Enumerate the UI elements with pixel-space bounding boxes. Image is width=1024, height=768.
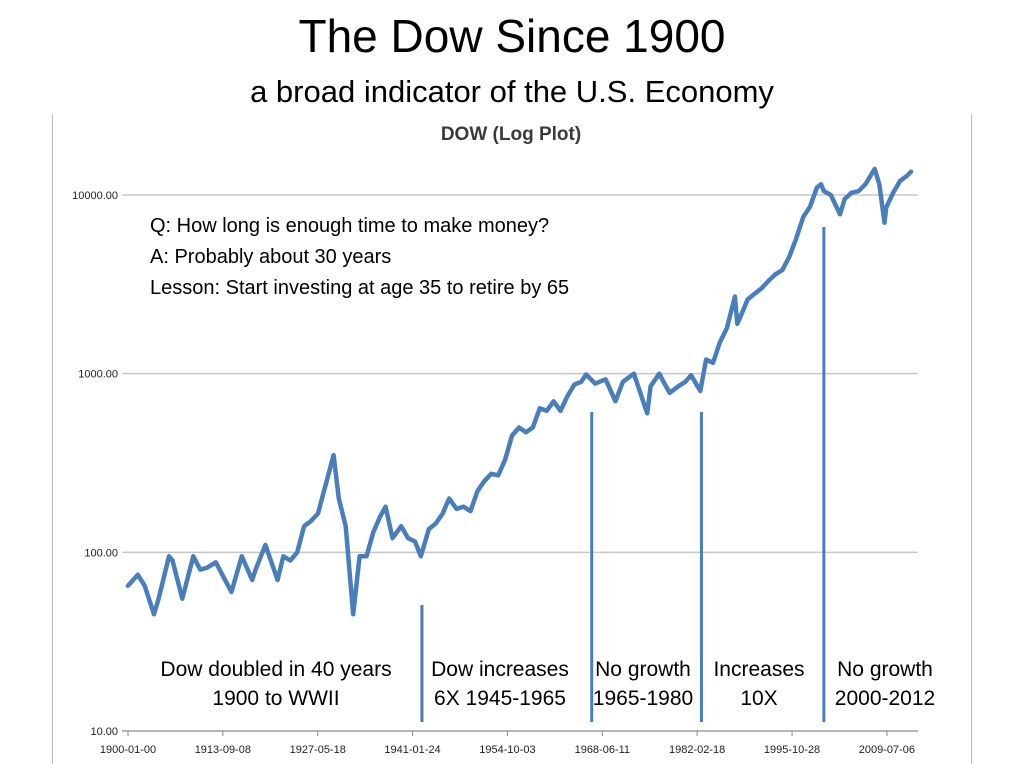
period-label-pre-wwii: Dow doubled in 40 years 1900 to WWII bbox=[145, 655, 407, 713]
y-tick-label: 10.00 bbox=[90, 726, 118, 738]
period-label-line: No growth bbox=[595, 658, 691, 681]
gridlines bbox=[122, 194, 918, 732]
period-label-line: 6X 1945-1965 bbox=[434, 687, 566, 710]
period-label-increases: Increases 10X bbox=[707, 655, 811, 713]
annotation-answer: A: Probably about 30 years bbox=[150, 246, 392, 268]
dow-series-line bbox=[125, 166, 914, 617]
period-label-postwar: Dow increases 6X 1945-1965 bbox=[424, 655, 576, 713]
period-label-line: No growth bbox=[837, 658, 933, 681]
x-tick-label: 1941-01-24 bbox=[384, 744, 440, 756]
x-tick-label: 1982-02-18 bbox=[669, 744, 725, 756]
period-label-1965-1980: No growth 1965-1980 bbox=[587, 655, 699, 713]
chart-frame bbox=[52, 114, 972, 764]
period-label-2000-2012: No growth 2000-2012 bbox=[826, 655, 944, 713]
annotation-lesson: Lesson: Start investing at age 35 to ret… bbox=[150, 277, 570, 299]
y-tick-label: 10000.00 bbox=[72, 190, 118, 202]
x-tick-label: 1927-05-18 bbox=[290, 744, 346, 756]
period-label-line: Dow doubled in 40 years bbox=[160, 658, 392, 681]
period-markers bbox=[420, 227, 826, 722]
annotation-question: Q: How long is enough time to make money… bbox=[150, 215, 550, 237]
period-label-line: 10X bbox=[740, 687, 778, 710]
y-axis-ticks: 10.00 100.00 1000.00 10000.00 bbox=[72, 190, 118, 738]
x-tick-label: 1913-09-08 bbox=[195, 744, 251, 756]
slide-title: The Dow Since 1900 bbox=[298, 10, 726, 62]
series-layer bbox=[125, 166, 914, 617]
period-label-line: 1965-1980 bbox=[592, 687, 694, 710]
x-tick-label: 2009-07-06 bbox=[859, 744, 915, 756]
x-axis-ticks: 1900-01-00 1913-09-08 1927-05-18 1941-01-24… bbox=[100, 731, 915, 756]
x-tick-label: 1968-06-11 bbox=[575, 744, 630, 756]
x-tick-label: 1995-10-28 bbox=[764, 744, 820, 756]
y-tick-label: 100.00 bbox=[84, 547, 118, 559]
period-label-line: 2000-2012 bbox=[834, 687, 936, 710]
period-label-line: 1900 to WWII bbox=[212, 687, 340, 710]
period-label-line: Increases bbox=[713, 658, 805, 681]
investing-annotation: Q: How long is enough time to make money… bbox=[150, 211, 569, 304]
x-tick-label: 1954-10-03 bbox=[479, 744, 535, 756]
chart-title: DOW (Log Plot) bbox=[441, 124, 581, 145]
period-label-line: Dow increases bbox=[431, 658, 569, 681]
x-tick-label: 1900-01-00 bbox=[100, 744, 156, 756]
slide-subtitle: a broad indicator of the U.S. Economy bbox=[250, 74, 774, 109]
y-tick-label: 1000.00 bbox=[78, 369, 118, 381]
